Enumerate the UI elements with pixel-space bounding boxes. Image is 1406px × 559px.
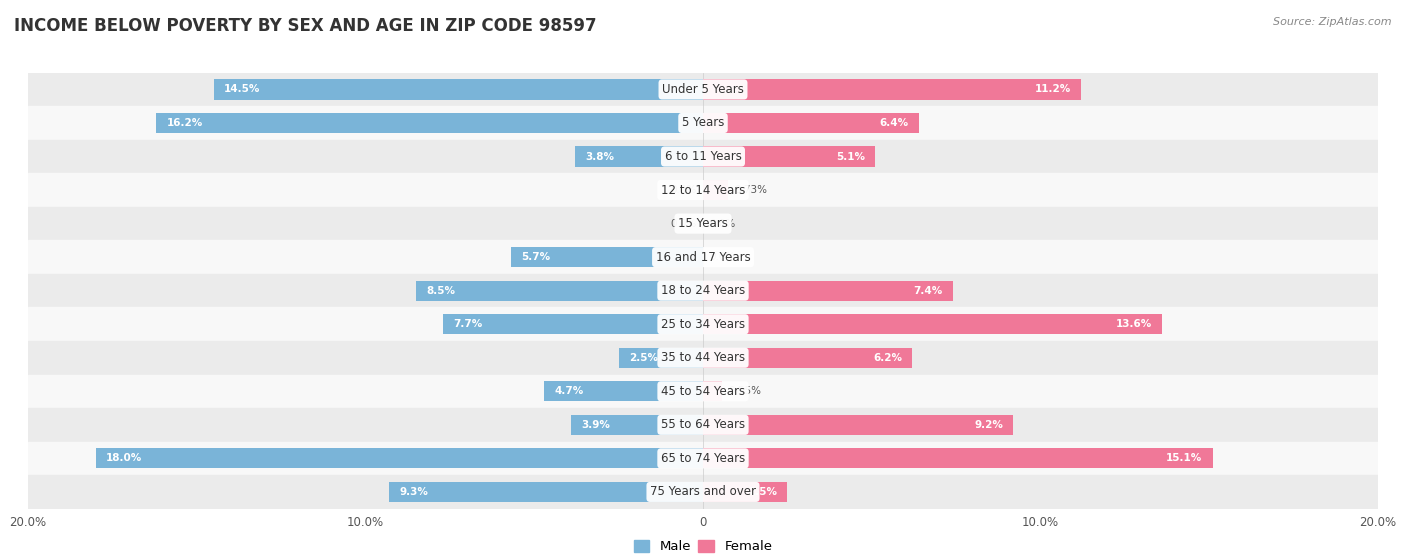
Text: 16.2%: 16.2%	[166, 118, 202, 128]
Bar	[703, 281, 953, 301]
Bar	[510, 247, 703, 267]
Text: 0.0%: 0.0%	[710, 252, 735, 262]
Bar	[28, 240, 1378, 274]
Text: 35 to 44 Years: 35 to 44 Years	[661, 351, 745, 364]
Text: 25 to 34 Years: 25 to 34 Years	[661, 318, 745, 331]
Text: 8.5%: 8.5%	[426, 286, 456, 296]
Bar	[575, 146, 703, 167]
Text: 5.1%: 5.1%	[837, 151, 865, 162]
Bar	[28, 274, 1378, 307]
Text: INCOME BELOW POVERTY BY SEX AND AGE IN ZIP CODE 98597: INCOME BELOW POVERTY BY SEX AND AGE IN Z…	[14, 17, 596, 35]
Bar	[703, 448, 1212, 468]
Bar	[389, 482, 703, 502]
Bar	[28, 106, 1378, 140]
Text: 14.5%: 14.5%	[224, 84, 260, 94]
Bar	[28, 408, 1378, 442]
Text: 18.0%: 18.0%	[105, 453, 142, 463]
Bar	[703, 415, 1014, 435]
Bar	[443, 314, 703, 334]
Text: 0.73%: 0.73%	[734, 185, 768, 195]
Bar	[28, 442, 1378, 475]
Text: 18 to 24 Years: 18 to 24 Years	[661, 284, 745, 297]
Bar	[28, 207, 1378, 240]
Bar	[544, 381, 703, 401]
Text: 0.0%: 0.0%	[671, 185, 696, 195]
Bar	[703, 381, 721, 401]
Bar	[703, 348, 912, 368]
Bar	[571, 415, 703, 435]
Text: 6.2%: 6.2%	[873, 353, 903, 363]
Text: 13.6%: 13.6%	[1115, 319, 1152, 329]
Text: 65 to 74 Years: 65 to 74 Years	[661, 452, 745, 465]
Text: Under 5 Years: Under 5 Years	[662, 83, 744, 96]
Text: 5.7%: 5.7%	[520, 252, 550, 262]
Legend: Male, Female: Male, Female	[628, 535, 778, 559]
Text: 12 to 14 Years: 12 to 14 Years	[661, 183, 745, 197]
Text: 15 Years: 15 Years	[678, 217, 728, 230]
Bar	[703, 482, 787, 502]
Text: 5 Years: 5 Years	[682, 116, 724, 130]
Text: 7.7%: 7.7%	[453, 319, 482, 329]
Bar	[214, 79, 703, 100]
Text: 0.0%: 0.0%	[671, 219, 696, 229]
Text: 9.2%: 9.2%	[974, 420, 1004, 430]
Bar	[28, 140, 1378, 173]
Bar	[703, 79, 1081, 100]
Bar	[28, 341, 1378, 375]
Text: 3.9%: 3.9%	[582, 420, 610, 430]
Bar	[28, 73, 1378, 106]
Bar	[703, 113, 920, 133]
Bar	[28, 475, 1378, 509]
Bar	[28, 173, 1378, 207]
Text: 11.2%: 11.2%	[1035, 84, 1071, 94]
Text: 45 to 54 Years: 45 to 54 Years	[661, 385, 745, 398]
Text: 6.4%: 6.4%	[880, 118, 908, 128]
Text: 16 and 17 Years: 16 and 17 Years	[655, 250, 751, 264]
Bar	[703, 314, 1161, 334]
Bar	[703, 146, 875, 167]
Text: 0.55%: 0.55%	[728, 386, 761, 396]
Text: 0.0%: 0.0%	[710, 219, 735, 229]
Bar	[703, 180, 728, 200]
Bar	[96, 448, 703, 468]
Text: 9.3%: 9.3%	[399, 487, 429, 497]
Bar	[619, 348, 703, 368]
Bar	[28, 375, 1378, 408]
Text: 2.5%: 2.5%	[748, 487, 778, 497]
Text: 4.7%: 4.7%	[554, 386, 583, 396]
Text: 75 Years and over: 75 Years and over	[650, 485, 756, 499]
Text: 15.1%: 15.1%	[1166, 453, 1202, 463]
Text: 55 to 64 Years: 55 to 64 Years	[661, 418, 745, 432]
Text: 2.5%: 2.5%	[628, 353, 658, 363]
Text: 3.8%: 3.8%	[585, 151, 614, 162]
Bar	[416, 281, 703, 301]
Bar	[156, 113, 703, 133]
Text: Source: ZipAtlas.com: Source: ZipAtlas.com	[1274, 17, 1392, 27]
Text: 6 to 11 Years: 6 to 11 Years	[665, 150, 741, 163]
Text: 7.4%: 7.4%	[914, 286, 942, 296]
Bar	[28, 307, 1378, 341]
